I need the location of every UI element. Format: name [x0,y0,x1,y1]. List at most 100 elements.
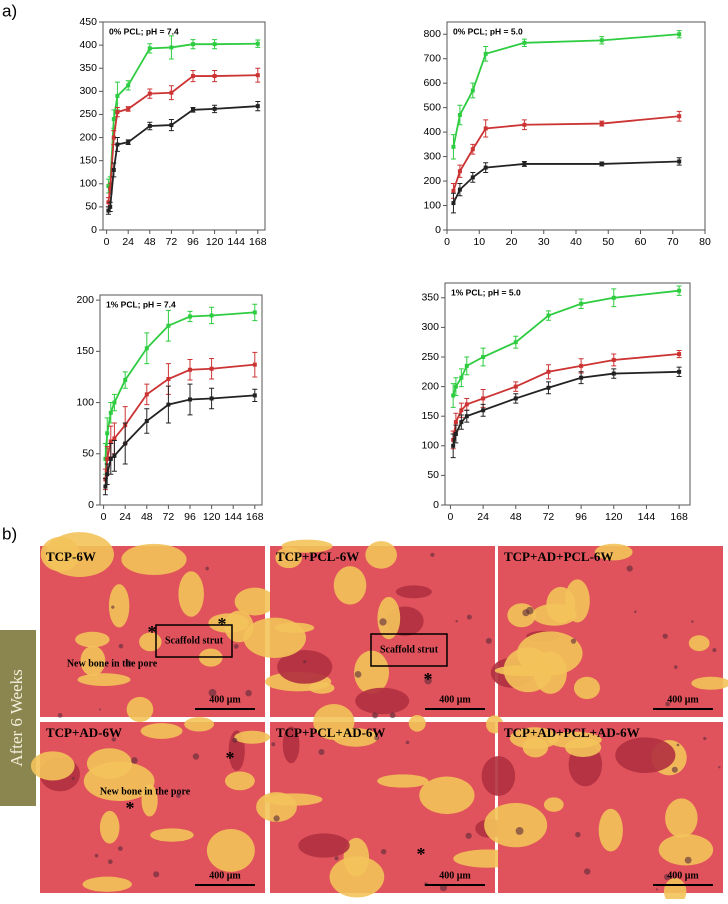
tissue-blob [234,587,276,616]
data-point [459,420,464,425]
tissue-blob [547,731,602,749]
x-tick-label: 24 [477,511,489,523]
stain-dot [182,639,186,642]
x-tick-label: 0 [101,511,107,523]
x-tick-label: 30 [538,236,550,248]
stain-dot [111,737,117,742]
y-tick-label: 200 [79,131,97,143]
data-point [451,443,456,448]
tissue-blob [354,650,390,695]
tissue-blob [481,756,516,796]
image-title: TCP+PCL-6W [276,549,359,564]
stain-dot [98,708,102,711]
tissue-blob [108,584,130,628]
data-point [147,91,152,96]
image-annotation: * [417,844,426,864]
tissue-blob [234,730,271,744]
stain-dot [232,737,238,743]
tissue-blob [503,647,553,693]
data-point [252,310,257,315]
x-tick-label: 24 [119,511,131,523]
tissue-blob [395,585,432,599]
tissue-blob [333,566,367,605]
x-tick-label: 48 [510,511,522,523]
tissue-blob [256,792,297,822]
chart-title: 0% PCL; pH = 5.0 [453,26,523,36]
data-point [166,323,171,328]
data-point [169,45,174,50]
tissue-blob [86,748,133,779]
tissue-blob [688,635,710,652]
tissue-blob [178,571,204,617]
image-title: TCP+PCL+AD-6W [276,725,385,740]
data-point [453,420,458,425]
data-point [522,122,527,127]
stain-dot [111,605,115,609]
tissue-blob [150,828,194,842]
tissue-blob [308,682,335,694]
data-point [677,159,682,164]
scale-label: 400 μm [209,870,241,881]
data-point [453,384,458,389]
tissue-blob [277,650,333,684]
tissue-blob [208,613,249,633]
x-tick-label: 120 [605,511,623,523]
y-tick-label: 300 [423,150,441,162]
stain-dot [380,848,387,855]
y-tick-label: 200 [423,175,441,187]
data-point [611,371,616,376]
image-annotation: New bone in the pore [100,786,191,797]
y-tick-label: 250 [79,108,97,120]
data-point [108,410,113,415]
x-tick-label: 96 [575,511,587,523]
data-point [464,414,469,419]
y-tick-label: 100 [421,440,439,452]
tissue-blob [121,543,187,576]
x-tick-label: 0 [104,236,110,248]
stain-dot [245,689,252,697]
data-point [106,208,111,213]
stain-dot [712,648,717,653]
stain-dot [703,736,707,741]
image-annotation: New bone in the pore [67,658,158,669]
stain-dot [94,853,99,858]
chart-title: 0% PCL; pH = 7.4 [109,26,179,36]
tissue-blob [507,603,536,628]
data-point [144,392,149,397]
tissue-blob [141,784,158,817]
y-tick-label: 100 [423,199,441,211]
x-tick-label: 144 [227,236,245,248]
x-tick-label: 20 [506,236,518,248]
data-point [106,184,111,189]
stain-dot [584,868,591,875]
stain-dot [424,676,432,685]
x-tick-label: 48 [144,236,156,248]
data-point [111,135,116,140]
tissue-blob [75,631,110,648]
data-point [188,397,192,402]
data-point [579,375,584,380]
stain-dot [455,620,458,623]
data-point [451,144,456,149]
data-point [108,456,113,461]
tissue-blob [564,579,590,623]
x-tick-label: 0 [448,511,454,523]
data-point [546,313,551,318]
data-point [677,369,682,374]
image-title: TCP+AD+PCL-6W [504,549,613,564]
y-tick-label: 150 [421,410,439,422]
chart-title: 1% PCL; pH = 5.0 [451,287,521,297]
data-point [579,363,584,368]
y-tick-label: 500 [423,101,441,113]
panel-label: a) [2,1,17,20]
data-point [464,363,469,368]
data-point [166,377,171,381]
series-line [104,311,255,459]
x-tick-label: 168 [670,511,688,523]
data-point [144,419,149,423]
tissue-blob [80,645,106,676]
y-tick-label: 50 [85,201,97,213]
data-point [123,378,128,383]
tissue-blob [665,798,698,838]
